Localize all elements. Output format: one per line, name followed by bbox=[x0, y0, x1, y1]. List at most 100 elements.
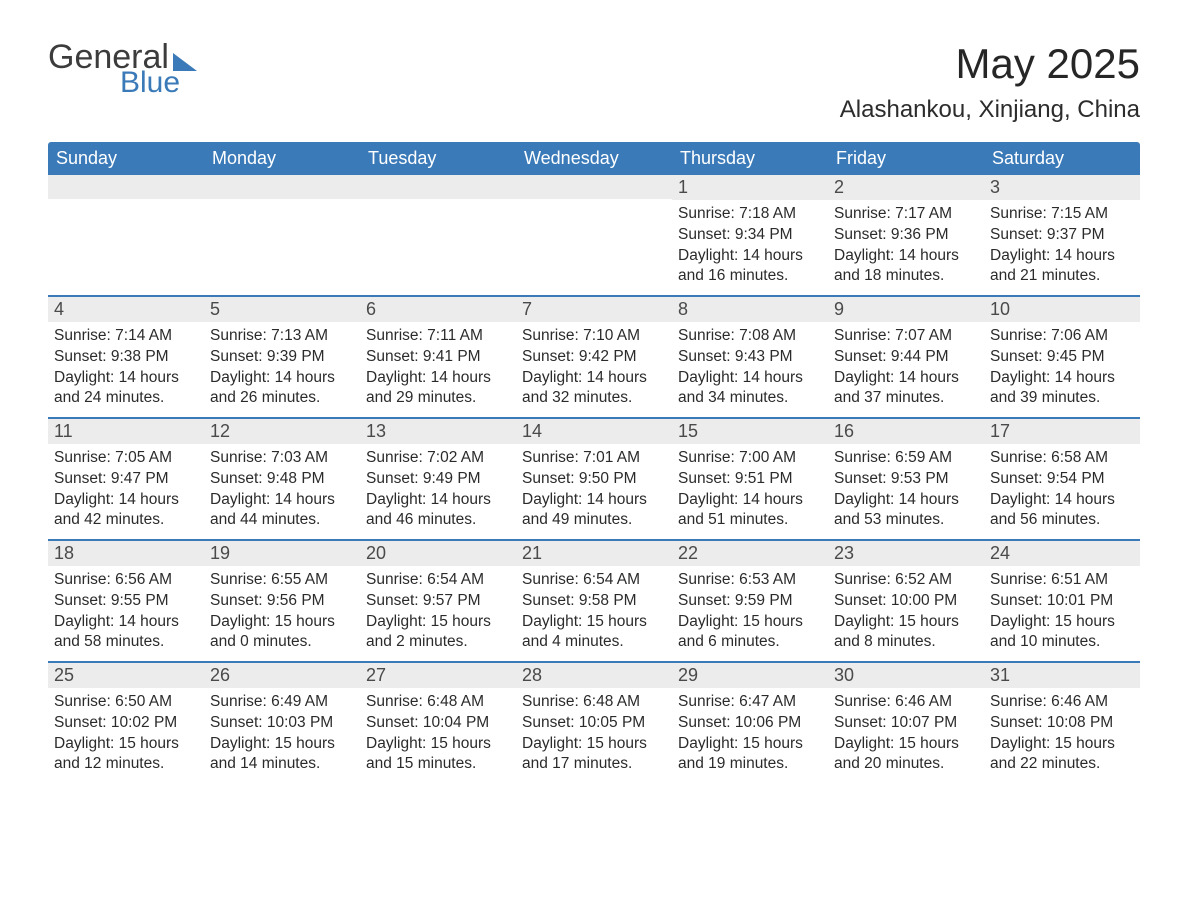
calendar-cell: 30Sunrise: 6:46 AMSunset: 10:07 PMDaylig… bbox=[828, 663, 984, 783]
day-body: Sunrise: 6:56 AMSunset: 9:55 PMDaylight:… bbox=[48, 566, 204, 660]
sunset-text: Sunset: 10:03 PM bbox=[210, 713, 354, 733]
sunset-text: Sunset: 10:00 PM bbox=[834, 591, 978, 611]
dow-tuesday: Tuesday bbox=[360, 142, 516, 175]
sunset-text: Sunset: 9:45 PM bbox=[990, 347, 1134, 367]
sunset-text: Sunset: 9:50 PM bbox=[522, 469, 666, 489]
day-number: 3 bbox=[984, 175, 1140, 200]
logo: General Blue bbox=[48, 40, 197, 98]
day-number: 6 bbox=[360, 297, 516, 322]
day-body: Sunrise: 6:51 AMSunset: 10:01 PMDaylight… bbox=[984, 566, 1140, 660]
day-body: Sunrise: 7:17 AMSunset: 9:36 PMDaylight:… bbox=[828, 200, 984, 294]
week-row: 4Sunrise: 7:14 AMSunset: 9:38 PMDaylight… bbox=[48, 295, 1140, 417]
daylight-text: Daylight: 14 hours and 49 minutes. bbox=[522, 490, 666, 530]
day-number bbox=[516, 175, 672, 199]
logo-triangle-icon bbox=[173, 53, 197, 71]
day-body bbox=[48, 199, 204, 209]
day-number: 15 bbox=[672, 419, 828, 444]
daylight-text: Daylight: 15 hours and 0 minutes. bbox=[210, 612, 354, 652]
day-number: 24 bbox=[984, 541, 1140, 566]
day-number: 26 bbox=[204, 663, 360, 688]
week-row: 1Sunrise: 7:18 AMSunset: 9:34 PMDaylight… bbox=[48, 175, 1140, 295]
sunrise-text: Sunrise: 6:46 AM bbox=[834, 692, 978, 712]
sunrise-text: Sunrise: 7:01 AM bbox=[522, 448, 666, 468]
sunrise-text: Sunrise: 6:58 AM bbox=[990, 448, 1134, 468]
daylight-text: Daylight: 14 hours and 51 minutes. bbox=[678, 490, 822, 530]
sunset-text: Sunset: 9:48 PM bbox=[210, 469, 354, 489]
sunrise-text: Sunrise: 7:10 AM bbox=[522, 326, 666, 346]
day-number: 4 bbox=[48, 297, 204, 322]
daylight-text: Daylight: 15 hours and 20 minutes. bbox=[834, 734, 978, 774]
day-number: 5 bbox=[204, 297, 360, 322]
day-body: Sunrise: 6:49 AMSunset: 10:03 PMDaylight… bbox=[204, 688, 360, 782]
day-body: Sunrise: 7:10 AMSunset: 9:42 PMDaylight:… bbox=[516, 322, 672, 416]
day-number: 2 bbox=[828, 175, 984, 200]
sunrise-text: Sunrise: 6:54 AM bbox=[522, 570, 666, 590]
sunset-text: Sunset: 9:55 PM bbox=[54, 591, 198, 611]
sunrise-text: Sunrise: 7:18 AM bbox=[678, 204, 822, 224]
daylight-text: Daylight: 15 hours and 8 minutes. bbox=[834, 612, 978, 652]
sunset-text: Sunset: 9:57 PM bbox=[366, 591, 510, 611]
day-body: Sunrise: 7:02 AMSunset: 9:49 PMDaylight:… bbox=[360, 444, 516, 538]
calendar-cell: 21Sunrise: 6:54 AMSunset: 9:58 PMDayligh… bbox=[516, 541, 672, 661]
daylight-text: Daylight: 15 hours and 2 minutes. bbox=[366, 612, 510, 652]
day-body: Sunrise: 6:55 AMSunset: 9:56 PMDaylight:… bbox=[204, 566, 360, 660]
daylight-text: Daylight: 14 hours and 39 minutes. bbox=[990, 368, 1134, 408]
calendar-cell: 23Sunrise: 6:52 AMSunset: 10:00 PMDaylig… bbox=[828, 541, 984, 661]
calendar-cell: 17Sunrise: 6:58 AMSunset: 9:54 PMDayligh… bbox=[984, 419, 1140, 539]
calendar-cell bbox=[204, 175, 360, 295]
week-row: 18Sunrise: 6:56 AMSunset: 9:55 PMDayligh… bbox=[48, 539, 1140, 661]
sunrise-text: Sunrise: 6:54 AM bbox=[366, 570, 510, 590]
calendar-cell: 19Sunrise: 6:55 AMSunset: 9:56 PMDayligh… bbox=[204, 541, 360, 661]
sunset-text: Sunset: 10:07 PM bbox=[834, 713, 978, 733]
sunset-text: Sunset: 10:06 PM bbox=[678, 713, 822, 733]
header: General Blue May 2025 Alashankou, Xinjia… bbox=[48, 40, 1140, 134]
dow-friday: Friday bbox=[828, 142, 984, 175]
day-body: Sunrise: 6:58 AMSunset: 9:54 PMDaylight:… bbox=[984, 444, 1140, 538]
day-body: Sunrise: 6:52 AMSunset: 10:00 PMDaylight… bbox=[828, 566, 984, 660]
daylight-text: Daylight: 14 hours and 21 minutes. bbox=[990, 246, 1134, 286]
calendar-cell: 25Sunrise: 6:50 AMSunset: 10:02 PMDaylig… bbox=[48, 663, 204, 783]
daylight-text: Daylight: 14 hours and 53 minutes. bbox=[834, 490, 978, 530]
day-number: 10 bbox=[984, 297, 1140, 322]
calendar-cell: 28Sunrise: 6:48 AMSunset: 10:05 PMDaylig… bbox=[516, 663, 672, 783]
calendar-cell: 9Sunrise: 7:07 AMSunset: 9:44 PMDaylight… bbox=[828, 297, 984, 417]
calendar-cell: 10Sunrise: 7:06 AMSunset: 9:45 PMDayligh… bbox=[984, 297, 1140, 417]
day-number bbox=[48, 175, 204, 199]
dow-row: SundayMondayTuesdayWednesdayThursdayFrid… bbox=[48, 142, 1140, 175]
sunrise-text: Sunrise: 7:15 AM bbox=[990, 204, 1134, 224]
daylight-text: Daylight: 15 hours and 6 minutes. bbox=[678, 612, 822, 652]
day-body bbox=[360, 199, 516, 209]
day-number: 11 bbox=[48, 419, 204, 444]
day-body: Sunrise: 6:46 AMSunset: 10:07 PMDaylight… bbox=[828, 688, 984, 782]
daylight-text: Daylight: 15 hours and 10 minutes. bbox=[990, 612, 1134, 652]
day-body: Sunrise: 7:14 AMSunset: 9:38 PMDaylight:… bbox=[48, 322, 204, 416]
calendar-cell: 3Sunrise: 7:15 AMSunset: 9:37 PMDaylight… bbox=[984, 175, 1140, 295]
calendar-cell: 4Sunrise: 7:14 AMSunset: 9:38 PMDaylight… bbox=[48, 297, 204, 417]
day-body: Sunrise: 6:48 AMSunset: 10:05 PMDaylight… bbox=[516, 688, 672, 782]
daylight-text: Daylight: 14 hours and 16 minutes. bbox=[678, 246, 822, 286]
sunrise-text: Sunrise: 6:52 AM bbox=[834, 570, 978, 590]
sunrise-text: Sunrise: 7:17 AM bbox=[834, 204, 978, 224]
sunset-text: Sunset: 10:08 PM bbox=[990, 713, 1134, 733]
day-number bbox=[204, 175, 360, 199]
sunrise-text: Sunrise: 6:47 AM bbox=[678, 692, 822, 712]
day-body: Sunrise: 7:18 AMSunset: 9:34 PMDaylight:… bbox=[672, 200, 828, 294]
day-body: Sunrise: 7:06 AMSunset: 9:45 PMDaylight:… bbox=[984, 322, 1140, 416]
day-body: Sunrise: 7:08 AMSunset: 9:43 PMDaylight:… bbox=[672, 322, 828, 416]
sunset-text: Sunset: 9:58 PM bbox=[522, 591, 666, 611]
calendar-cell bbox=[360, 175, 516, 295]
daylight-text: Daylight: 15 hours and 22 minutes. bbox=[990, 734, 1134, 774]
logo-word2: Blue bbox=[120, 68, 197, 98]
day-body: Sunrise: 7:15 AMSunset: 9:37 PMDaylight:… bbox=[984, 200, 1140, 294]
page: General Blue May 2025 Alashankou, Xinjia… bbox=[0, 0, 1188, 803]
day-number: 18 bbox=[48, 541, 204, 566]
daylight-text: Daylight: 14 hours and 44 minutes. bbox=[210, 490, 354, 530]
sunrise-text: Sunrise: 7:05 AM bbox=[54, 448, 198, 468]
day-body bbox=[204, 199, 360, 209]
sunrise-text: Sunrise: 6:56 AM bbox=[54, 570, 198, 590]
sunrise-text: Sunrise: 6:49 AM bbox=[210, 692, 354, 712]
calendar-cell: 12Sunrise: 7:03 AMSunset: 9:48 PMDayligh… bbox=[204, 419, 360, 539]
calendar-cell: 20Sunrise: 6:54 AMSunset: 9:57 PMDayligh… bbox=[360, 541, 516, 661]
day-body: Sunrise: 6:50 AMSunset: 10:02 PMDaylight… bbox=[48, 688, 204, 782]
weeks-container: 1Sunrise: 7:18 AMSunset: 9:34 PMDaylight… bbox=[48, 175, 1140, 783]
